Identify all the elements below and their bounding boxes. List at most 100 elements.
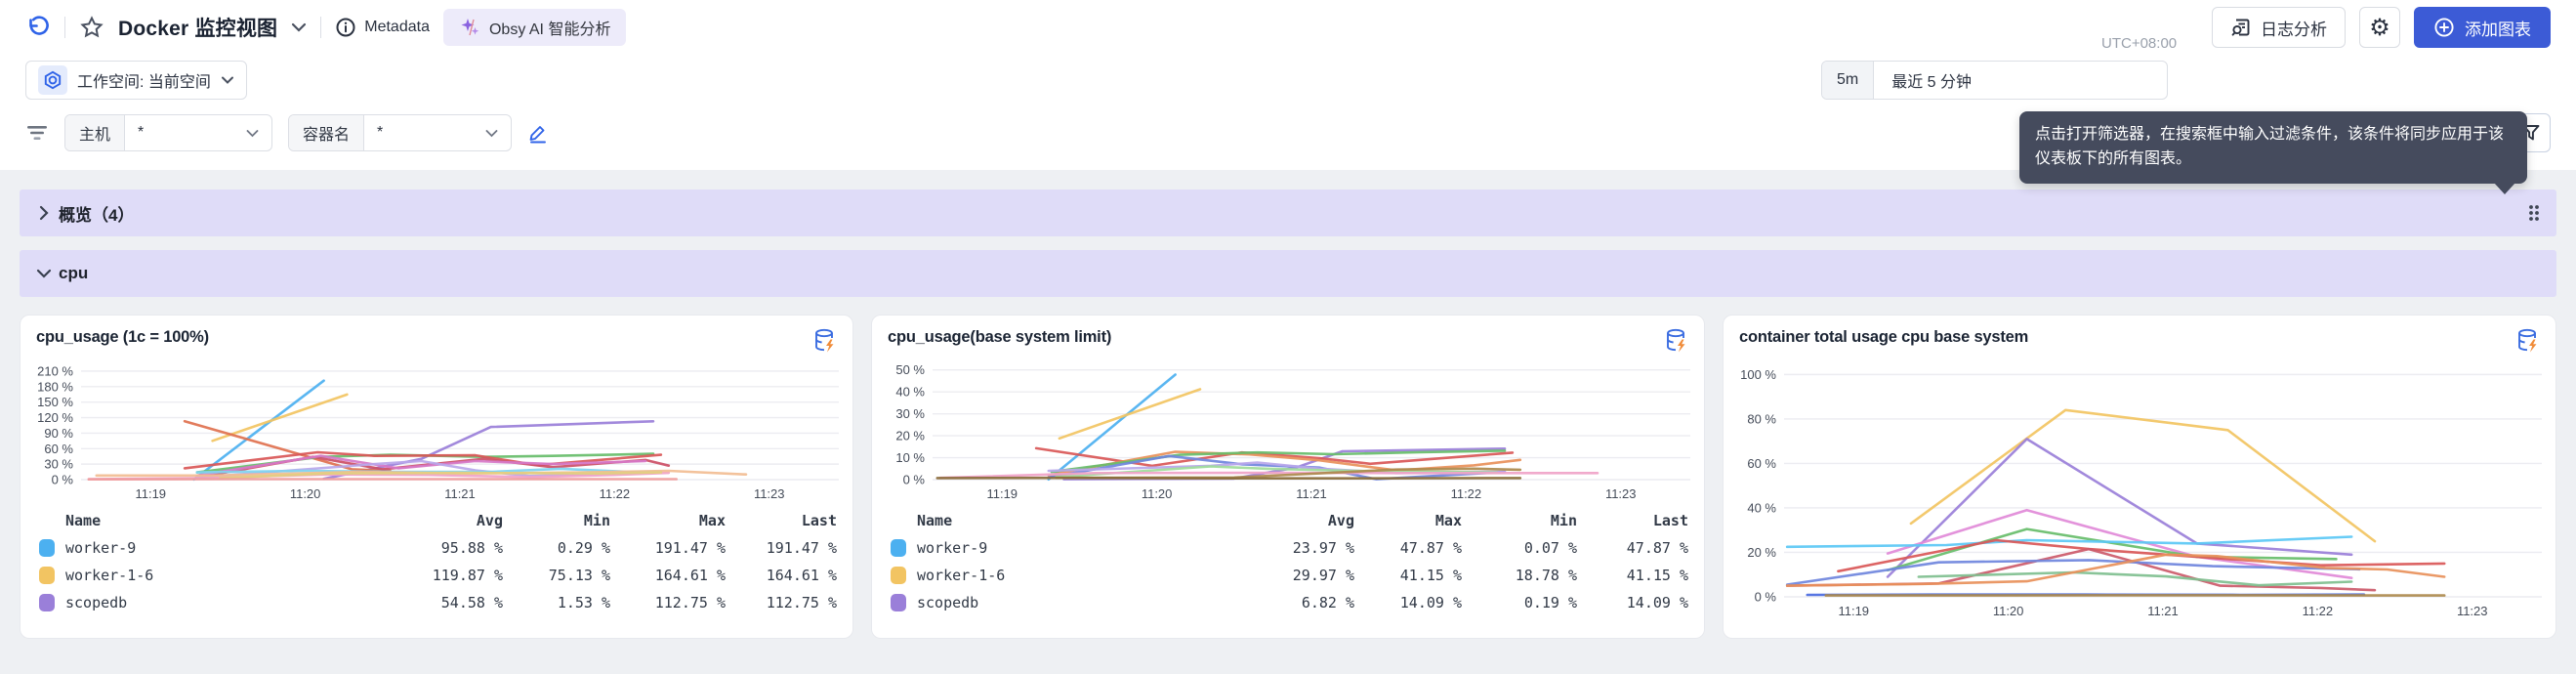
- svg-text:11:20: 11:20: [290, 486, 321, 501]
- log-search-icon: [2230, 17, 2252, 38]
- series-line: [1785, 559, 2361, 586]
- add-chart-button[interactable]: 添加图表: [2414, 7, 2551, 48]
- chart-card-cpu-usage-limit: cpu_usage(base system limit) 0 % 10 % 20 %…: [871, 315, 1705, 639]
- svg-text:180 %: 180 %: [37, 379, 73, 394]
- series-value: 0.19 %: [1523, 594, 1577, 611]
- time-range-selector[interactable]: 5m 最近 5 分钟: [1821, 61, 2169, 100]
- workspace-cube-icon: [38, 65, 67, 95]
- legend-col-name: Name: [65, 512, 102, 529]
- ai-analysis-button[interactable]: Obsy AI 智能分析: [442, 9, 627, 46]
- query-source-button[interactable]: [2516, 328, 2540, 354]
- series-swatch: [891, 594, 906, 611]
- filter-lines-icon: [25, 123, 49, 143]
- chart-canvas: 0 %30 %60 %90 %120 %150 %180 %210 % 11:19…: [37, 363, 839, 501]
- series-value: 164.61 %: [766, 567, 837, 584]
- svg-text:60 %: 60 %: [44, 442, 73, 456]
- legend-header: Name Avg Max Min Last: [882, 507, 1688, 534]
- svg-text:30 %: 30 %: [895, 406, 925, 421]
- svg-text:0 %: 0 %: [903, 473, 926, 487]
- legend-col-max: Max: [1434, 512, 1462, 529]
- svg-text:40 %: 40 %: [895, 385, 925, 400]
- divider: [64, 17, 65, 38]
- series-line-worker-1-6: [211, 393, 349, 442]
- series-line-worker-9: [1785, 535, 2353, 549]
- section-title: 概览（4）: [59, 205, 135, 225]
- time-shortcut[interactable]: 5m: [1822, 62, 1875, 99]
- chart-legend: Name Avg Min Max Last worker-9 95.88 % 0.29 % 19…: [21, 505, 852, 616]
- chevron-down-icon: [485, 129, 498, 137]
- chevron-down-icon: [291, 21, 307, 33]
- legend-row-scopedb[interactable]: scopedb 54.58 % 1.53 % 112.75 % 112.75 %: [30, 589, 837, 616]
- series-value: 191.47 %: [654, 539, 726, 557]
- title-dropdown-button[interactable]: [291, 21, 307, 33]
- svg-text:11:19: 11:19: [986, 486, 1018, 501]
- series-name: worker-1-6: [65, 567, 154, 584]
- series-value: 18.78 %: [1515, 567, 1577, 584]
- legend-col-min: Min: [1550, 512, 1577, 529]
- svg-text:11:21: 11:21: [444, 486, 476, 501]
- series-name: scopedb: [917, 594, 979, 611]
- edit-filters-button[interactable]: [527, 122, 549, 144]
- legend-header: Name Avg Min Max Last: [30, 507, 837, 534]
- chevron-down-icon: [221, 75, 234, 85]
- legend-col-avg: Avg: [476, 512, 503, 529]
- chart-plot[interactable]: 0 % 30 % 60 % 90 % 120 % 150 % 180 % 210 % 11:19…: [21, 357, 852, 505]
- series-value: 29.97 %: [1292, 567, 1354, 584]
- workspace-row: 工作空间: 当前空间 UTC+08:00 5m 最近 5 分钟 点击打开筛选器，…: [25, 35, 2551, 194]
- pen-icon: [527, 122, 549, 144]
- series-value: 95.88 %: [440, 539, 503, 557]
- legend-row-worker-1-6[interactable]: worker-1-6 29.97 % 41.15 % 18.78 % 41.15 %: [882, 562, 1688, 589]
- legend-row-scopedb[interactable]: scopedb 6.82 % 14.09 % 0.19 % 14.09 %: [882, 589, 1688, 616]
- series-name: worker-9: [917, 539, 988, 557]
- funnel-icon: [2520, 122, 2542, 144]
- time-range-label: 最近 5 分钟: [1891, 74, 1973, 91]
- chart-plot[interactable]: 0 % 20 % 40 % 60 % 80 % 100 % 11:19 11:20 11:21 1…: [1724, 357, 2555, 622]
- svg-text:120 %: 120 %: [37, 410, 73, 425]
- metadata-label: Metadata: [364, 19, 430, 35]
- undo-button[interactable]: [25, 15, 51, 40]
- section-cpu[interactable]: cpu: [20, 250, 2556, 297]
- gear-icon: ⚙: [2369, 14, 2390, 41]
- host-filter-select[interactable]: *: [125, 115, 271, 150]
- series-line-worker-1-6: [1909, 408, 2377, 543]
- chart-title: container total usage cpu base system: [1739, 328, 2029, 346]
- series-value: 0.07 %: [1523, 539, 1577, 557]
- chart-canvas: 0 % 20 % 40 % 60 % 80 % 100 % 11:19 11:20 11:21 1…: [1740, 367, 2542, 618]
- workspace-selector[interactable]: 工作空间: 当前空间: [25, 61, 247, 100]
- svg-text:11:21: 11:21: [2147, 604, 2179, 618]
- chart-title: cpu_usage(base system limit): [888, 328, 1112, 346]
- series-value: 6.82 %: [1301, 594, 1354, 611]
- svg-text:0 %: 0 %: [1755, 590, 1777, 605]
- legend-row-worker-9[interactable]: worker-9 23.97 % 47.87 % 0.07 % 47.87 %: [882, 534, 1688, 562]
- svg-text:11:23: 11:23: [2457, 604, 2488, 618]
- svg-text:150 %: 150 %: [37, 395, 73, 409]
- host-filter-label: 主机: [65, 115, 126, 150]
- series-value: 41.15 %: [1399, 567, 1462, 584]
- series-name: worker-1-6: [917, 567, 1006, 584]
- container-filter-label: 容器名: [289, 115, 365, 150]
- metadata-button[interactable]: Metadata: [335, 17, 430, 38]
- series-line-worker-1-6: [1058, 388, 1202, 441]
- log-analysis-button[interactable]: 日志分析: [2212, 7, 2346, 48]
- favorite-star-button[interactable]: [79, 15, 104, 40]
- series-swatch: [891, 539, 906, 557]
- query-source-button[interactable]: [1665, 328, 1688, 354]
- database-query-icon: [2516, 328, 2540, 354]
- chart-plot[interactable]: 0 % 10 % 20 % 30 % 40 % 50 % 11:19 11:20 11:21 11…: [872, 357, 1704, 505]
- legend-row-worker-1-6[interactable]: worker-1-6 119.87 % 75.13 % 164.61 % 164.61 …: [30, 562, 837, 589]
- drag-handle-icon[interactable]: [2523, 198, 2545, 228]
- undo-icon: [25, 15, 51, 40]
- series-line: [1837, 538, 2446, 573]
- svg-text:11:22: 11:22: [600, 486, 631, 501]
- legend-row-worker-9[interactable]: worker-9 95.88 % 0.29 % 191.47 % 191.47 %: [30, 534, 837, 562]
- chart-title: cpu_usage (1c = 100%): [36, 328, 209, 346]
- legend-col-avg: Avg: [1327, 512, 1354, 529]
- svg-text:100 %: 100 %: [1740, 367, 1776, 382]
- svg-text:80 %: 80 %: [1747, 411, 1776, 426]
- query-source-button[interactable]: [813, 328, 837, 354]
- section-overview[interactable]: 概览（4）: [20, 190, 2556, 236]
- settings-button[interactable]: ⚙: [2359, 7, 2400, 48]
- series-value: 47.87 %: [1626, 539, 1688, 557]
- container-filter-select[interactable]: *: [364, 115, 511, 150]
- log-analysis-label: 日志分析: [2261, 20, 2327, 39]
